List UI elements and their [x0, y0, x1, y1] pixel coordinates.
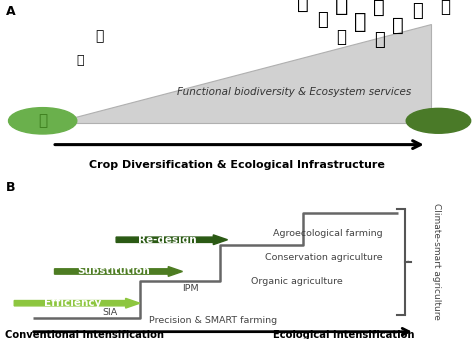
Text: 🪲: 🪲 [95, 29, 104, 44]
Circle shape [406, 108, 471, 133]
Text: Crop Diversification & Ecological Infrastructure: Crop Diversification & Ecological Infras… [89, 160, 385, 170]
Text: Conventional Intensification: Conventional Intensification [5, 330, 164, 339]
Text: A: A [6, 5, 15, 19]
Text: 🪲: 🪲 [392, 16, 404, 35]
Text: 🪲: 🪲 [374, 0, 385, 17]
Text: 🪲: 🪲 [298, 0, 309, 13]
FancyArrow shape [14, 298, 140, 308]
Text: Organic agriculture: Organic agriculture [251, 277, 343, 286]
Text: 🪲: 🪲 [335, 0, 348, 16]
Text: Functional biodiversity & Ecosystem services: Functional biodiversity & Ecosystem serv… [177, 86, 411, 97]
Text: 🪲: 🪲 [354, 12, 366, 32]
Text: 🪲: 🪲 [374, 31, 384, 49]
Text: Precision & SMART farming: Precision & SMART farming [149, 316, 277, 325]
Text: 🌿: 🌿 [38, 113, 47, 128]
Text: IPM: IPM [182, 284, 199, 293]
Text: Ecological Intensification: Ecological Intensification [273, 330, 415, 339]
FancyArrow shape [116, 235, 228, 245]
Polygon shape [52, 24, 431, 123]
Text: Efficiency: Efficiency [44, 298, 101, 308]
Text: Substitution: Substitution [77, 266, 150, 277]
Text: 🪲: 🪲 [440, 0, 451, 16]
Text: SIA: SIA [102, 308, 117, 317]
FancyArrow shape [55, 266, 182, 276]
Text: Agroecological farming: Agroecological farming [273, 229, 382, 238]
Text: B: B [6, 181, 15, 194]
Text: Conservation agriculture: Conservation agriculture [265, 253, 383, 262]
Text: 🪲: 🪲 [77, 54, 84, 67]
Text: 🪲: 🪲 [336, 27, 346, 46]
Circle shape [9, 108, 77, 134]
Text: Climate-smart agriculture: Climate-smart agriculture [432, 203, 440, 320]
Text: 🪲: 🪲 [317, 11, 328, 29]
Text: Re-design: Re-design [138, 235, 196, 245]
Text: 🪲: 🪲 [412, 2, 422, 20]
